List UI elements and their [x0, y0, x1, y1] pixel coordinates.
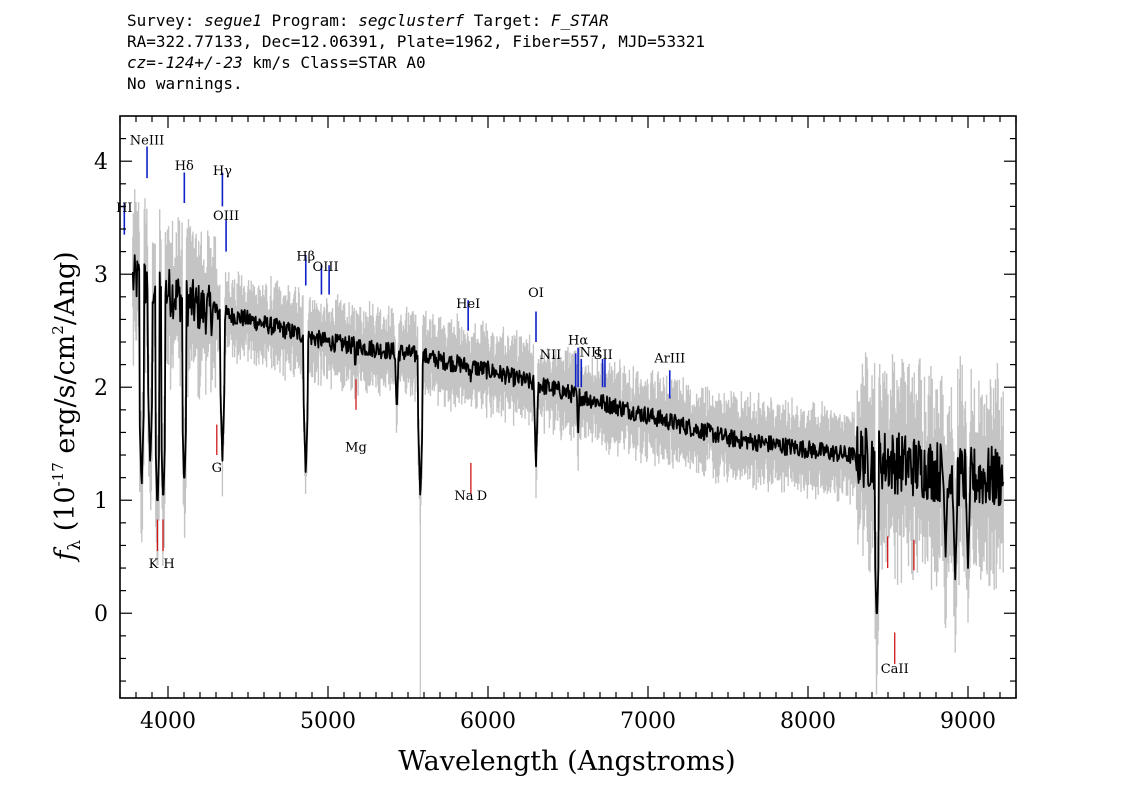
- y-axis-title-part2: erg/s/cm: [50, 335, 81, 463]
- y-tick-label: 3: [94, 263, 108, 288]
- emission-line-label: HI: [116, 201, 132, 216]
- emission-line-label: NII: [540, 348, 562, 363]
- emission-line-label: NeIII: [130, 133, 164, 148]
- emission-line-label: SII: [594, 348, 613, 363]
- y-axis-title-part3: /Ang): [50, 251, 81, 325]
- spectrum-header: Survey: segue1 Program: segclusterf Targ…: [127, 10, 705, 94]
- absorption-line-label: G: [212, 461, 222, 476]
- emission-line-label: HeI: [456, 297, 480, 312]
- program-label: Program:: [261, 11, 359, 30]
- absorption-line-label: Na: [454, 489, 473, 504]
- header-line-warnings: No warnings.: [127, 74, 243, 93]
- class-value: km/s Class=STAR A0: [242, 53, 426, 72]
- flux-layer: [131, 254, 1005, 615]
- emission-line-label: OI: [528, 286, 544, 301]
- axes-layer: 4000 5000 6000 7000 8000 9000 0 1 2 3 4: [94, 115, 1017, 734]
- target-value: F_STAR: [550, 11, 609, 30]
- emission-line-label: OIII: [313, 260, 339, 275]
- absorption-line-label: K: [149, 557, 159, 572]
- flux-series-line: [131, 254, 1005, 615]
- header-line-redshift: cz=-124+/-23 km/s Class=STAR A0: [127, 52, 705, 73]
- emission-line-label: Hα: [568, 333, 588, 348]
- emission-line-label: NII: [580, 346, 602, 361]
- emission-line-label: Hγ: [213, 164, 232, 179]
- x-tick-label: 5000: [300, 709, 356, 734]
- x-tick-label: 9000: [940, 709, 996, 734]
- header-line-coordinates: RA=322.77133, Dec=12.06391, Plate=1962, …: [127, 32, 705, 51]
- absorption-line-label: CaII: [881, 662, 909, 677]
- y-axis-title-subscript: λ: [65, 540, 85, 551]
- y-tick-label: 4: [94, 150, 108, 175]
- emission-line-label: Hβ: [296, 250, 315, 265]
- y-axis-title: fλ (10-17 erg/s/cm2/Ang): [49, 251, 85, 562]
- x-tick-label: 7000: [620, 709, 676, 734]
- x-tick-label: 6000: [460, 709, 516, 734]
- absorption-line-label: Mg: [345, 441, 367, 456]
- survey-label: Survey:: [127, 11, 205, 30]
- y-axis-title-exponent1: -17: [49, 462, 67, 486]
- x-tick-label: 8000: [780, 709, 836, 734]
- y-tick-label: 0: [94, 602, 108, 627]
- program-value: segclusterf: [358, 11, 465, 30]
- header-line-survey: Survey: segue1 Program: segclusterf Targ…: [127, 10, 705, 31]
- x-tick-label: 4000: [140, 709, 196, 734]
- survey-value: segue1: [204, 11, 262, 30]
- absorption-line-label: H: [163, 557, 174, 572]
- emission-line-label: OIII: [213, 209, 239, 224]
- emission-line-label: Hδ: [175, 159, 194, 174]
- y-tick-label: 1: [94, 489, 108, 514]
- y-axis-title-part1: (10: [50, 486, 81, 539]
- target-label: Target:: [464, 11, 551, 30]
- emission-line-label: ArIII: [653, 351, 685, 366]
- redshift-value: cz=-124+/-23: [127, 53, 243, 72]
- x-axis-title: Wavelength (Angstroms): [398, 746, 735, 777]
- y-tick-label: 2: [94, 376, 108, 401]
- y-axis-title-exponent2: 2: [49, 325, 67, 335]
- absorption-line-label: D: [477, 489, 487, 504]
